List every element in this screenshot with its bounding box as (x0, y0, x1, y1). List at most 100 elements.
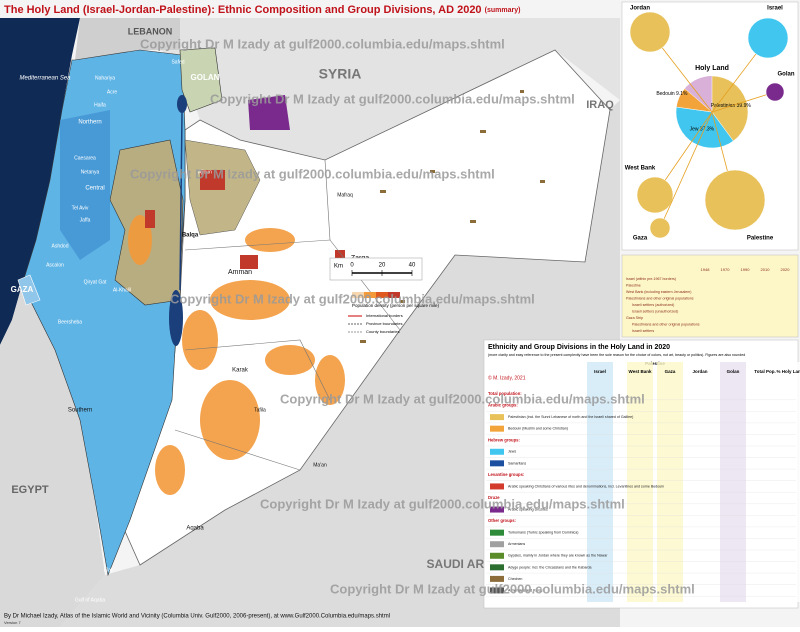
scale-tick-label: 40 (409, 263, 416, 269)
row-label: Gypsies, mainly in Jordan where they are… (508, 554, 608, 558)
ethnic-subtitle: (more clarity and easy reference to the … (488, 353, 745, 357)
place-label: Ascalon (46, 262, 64, 268)
watermark: Copyright Dr M Izady at gulf2000.columbi… (170, 291, 535, 306)
column-header: Total Pop. (754, 369, 775, 374)
dead-sea (169, 290, 183, 346)
column-band (657, 362, 683, 602)
demo-row: Palestine (626, 283, 641, 287)
demo-row: Gaza Strip (626, 316, 643, 320)
title-text: The Holy Land (Israel-Jordan-Palestine):… (4, 4, 482, 16)
line-legend: International borders (366, 313, 403, 318)
place-label: Gulf of Aqaba (75, 597, 106, 603)
inset-pie (649, 217, 671, 239)
group-header: Druze (488, 495, 500, 500)
watermark: Copyright Dr M Izady at gulf2000.columbi… (140, 36, 505, 51)
demo-col: 2010 (761, 267, 771, 272)
place-label: Amman (228, 269, 252, 276)
legend-box (329, 257, 423, 281)
column-header: Israel (594, 369, 606, 374)
column-band (720, 362, 746, 602)
place-label: Nahariya (95, 75, 115, 81)
row-label: Arabic speaking Druzites (508, 508, 548, 512)
density-swatch (352, 292, 364, 298)
demography-table: 1948 1970 1990 2010 2020 Israel (within pre-1… (621, 254, 799, 338)
place-label: Safed (171, 59, 184, 65)
druze-area (248, 95, 290, 130)
watermark: Copyright Dr M Izady at gulf2000.columbi… (210, 91, 575, 106)
title-note: (summary) (485, 7, 521, 14)
pie-label: Jew 37.3% (690, 126, 715, 132)
group-header: Levantine groups: (488, 472, 524, 477)
demo-col: 1990 (741, 267, 751, 272)
place-label: Central (85, 186, 104, 192)
column-header: Gaza (665, 369, 676, 374)
place-label: Balqa (182, 233, 199, 239)
coastal-plain (60, 110, 110, 260)
inset-pie (629, 11, 671, 53)
column-band (777, 362, 800, 602)
place-label: Elat (104, 567, 113, 573)
place-label: Caesarea (74, 155, 96, 161)
inset-title: Palestine (747, 236, 774, 242)
place-label: Ajloun (198, 169, 212, 175)
pie-connector (659, 111, 713, 229)
demo-row: Israel (within pre-1967 borders) (626, 277, 676, 281)
group-swatch (490, 506, 504, 513)
place-label: Qiryat Gat (84, 279, 107, 285)
place-label: Tel Aviv (72, 205, 89, 211)
pie-inset: Palestinian 39.9%Jew 37.3%Bedouin 9.1%Ho… (621, 1, 799, 251)
sea-of-galilee (177, 95, 187, 113)
inset-title: Jordan (630, 6, 650, 12)
demo-col: 2020 (781, 267, 791, 272)
saudi-arabia (60, 100, 620, 627)
place-label: IRAQ (586, 99, 614, 111)
column-band (627, 362, 653, 602)
group-swatch (490, 483, 504, 490)
group-header: Other groups: (488, 518, 516, 523)
legend: Km 0 20 40 Population density (person per sq… (329, 257, 440, 334)
group-header: Arabic groups: (488, 403, 518, 408)
lebanon (75, 18, 180, 60)
row-label: Jews (508, 450, 516, 454)
inset-title: Gaza (633, 236, 648, 242)
group-header: Total population: (488, 391, 522, 396)
golan (179, 47, 223, 113)
density-patches (128, 215, 345, 495)
place-label: GOLAN (191, 73, 220, 82)
demo-bg (621, 254, 799, 338)
place-label: Jaffa (80, 217, 91, 223)
gaza-strip (17, 274, 41, 306)
watermark: Copyright Dr M Izady at gulf2000.columbi… (260, 496, 625, 511)
inset-title: Israel (767, 6, 783, 12)
column-header: Palestine (645, 361, 665, 366)
line-legend: County boundaries (366, 329, 400, 334)
inset-title: Golan (777, 72, 794, 78)
place-label: Haifa (94, 102, 106, 108)
mediterranean-sea (0, 18, 80, 345)
scale-unit: Km (334, 264, 343, 270)
watermark: Copyright Dr M Izady at gulf2000.columbi… (130, 166, 495, 181)
ethnic-table: Ethnicity and Group Divisions in the Hol… (483, 339, 800, 609)
group-swatch (490, 587, 504, 594)
column-band (752, 362, 778, 602)
place-label: Al-Khalil (113, 287, 131, 293)
demo-row: Israeli settlers (632, 329, 654, 333)
scattered-settlements (360, 90, 545, 343)
demo-row: Palestinians and other original populati… (632, 322, 700, 326)
egypt (0, 285, 105, 627)
version: Version 7 (4, 620, 21, 625)
row-label: Palestinian (incl. the Sunni Lebanese of… (508, 415, 633, 419)
column-header: West Bank (629, 369, 652, 374)
demo-col: 1948 (701, 267, 711, 272)
demo-row: West Bank (including eastern Jerusalem) (626, 290, 691, 294)
place-label: Northern (78, 120, 101, 126)
group-header: Hebrew groups: (488, 437, 520, 442)
inset-pie (636, 176, 674, 214)
group-swatch (490, 460, 504, 467)
place-label: SYRIA (319, 66, 362, 82)
map (0, 18, 620, 627)
place-label: Netanya (81, 169, 100, 175)
place-label: Karak (232, 368, 249, 374)
